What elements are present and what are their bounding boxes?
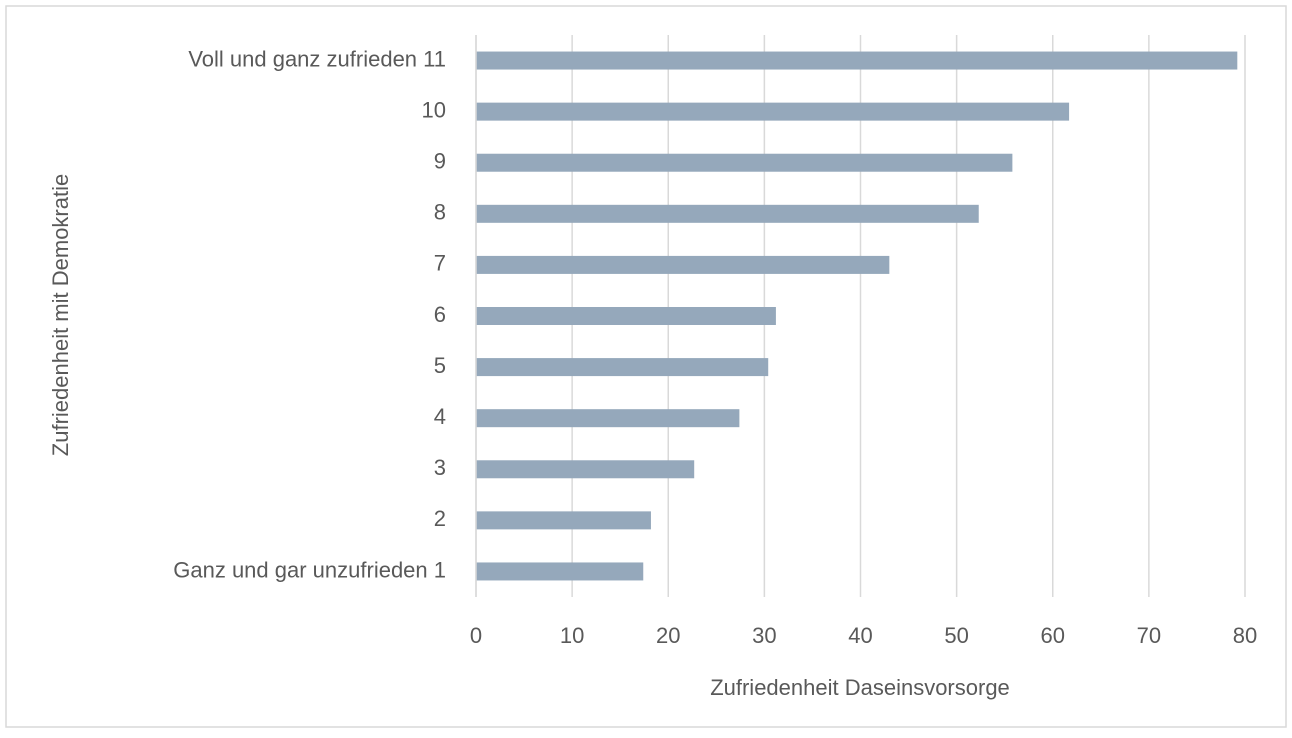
x-axis-title: Zufriedenheit Daseinsvorsorge (710, 675, 1010, 700)
x-tick-label: 50 (944, 623, 968, 648)
x-tick-label: 80 (1233, 623, 1257, 648)
x-tick-label: 70 (1137, 623, 1161, 648)
x-tick-label: 40 (848, 623, 872, 648)
y-tick-label: Ganz und gar unzufrieden 1 (173, 557, 446, 582)
x-tick-label: 0 (470, 623, 482, 648)
bar (476, 102, 1070, 121)
bar (476, 358, 769, 377)
y-tick-label: 3 (434, 455, 446, 480)
y-tick-label: 9 (434, 149, 446, 174)
bar (476, 511, 651, 530)
y-tick-label: 10 (422, 97, 446, 122)
y-tick-label: Voll und ganz zufrieden 11 (188, 46, 446, 71)
bar (476, 562, 644, 581)
y-axis-title: Zufriedenheit mit Demokratie (48, 174, 73, 456)
y-tick-label: 2 (434, 506, 446, 531)
x-tick-label: 10 (560, 623, 584, 648)
bar (476, 409, 740, 428)
x-tick-label: 20 (656, 623, 680, 648)
bar (476, 204, 979, 223)
bar (476, 460, 695, 479)
x-tick-label: 30 (752, 623, 776, 648)
bar (476, 51, 1238, 70)
y-tick-label: 4 (434, 404, 446, 429)
y-tick-label: 5 (434, 353, 446, 378)
bar (476, 255, 890, 274)
y-tick-label: 6 (434, 302, 446, 327)
y-tick-label: 7 (434, 251, 446, 276)
bar (476, 153, 1013, 172)
x-tick-label: 60 (1041, 623, 1065, 648)
y-tick-label: 8 (434, 200, 446, 225)
bar (476, 307, 776, 325)
